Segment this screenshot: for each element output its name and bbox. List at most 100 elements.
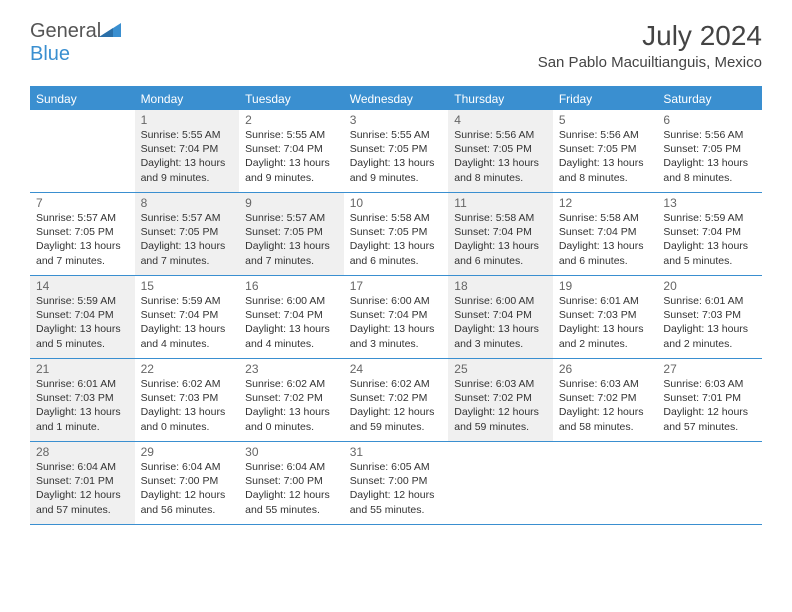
sunrise-text: Sunrise: 6:05 AM	[350, 460, 443, 474]
day-cell: 18Sunrise: 6:00 AMSunset: 7:04 PMDayligh…	[448, 276, 553, 358]
sunset-text: Sunset: 7:00 PM	[141, 474, 234, 488]
sunrise-text: Sunrise: 6:04 AM	[141, 460, 234, 474]
day-number: 8	[141, 196, 234, 210]
day-cell	[553, 442, 658, 524]
day-header: Friday	[553, 88, 658, 110]
sunrise-text: Sunrise: 6:01 AM	[559, 294, 652, 308]
day-cell	[448, 442, 553, 524]
day-number: 17	[350, 279, 443, 293]
day-number: 25	[454, 362, 547, 376]
daylight-text: Daylight: 12 hours and 59 minutes.	[454, 405, 547, 433]
day-info: Sunrise: 5:55 AMSunset: 7:04 PMDaylight:…	[245, 128, 338, 185]
day-info: Sunrise: 5:59 AMSunset: 7:04 PMDaylight:…	[141, 294, 234, 351]
day-number: 20	[663, 279, 756, 293]
sunset-text: Sunset: 7:03 PM	[663, 308, 756, 322]
day-cell: 5Sunrise: 5:56 AMSunset: 7:05 PMDaylight…	[553, 110, 658, 192]
daylight-text: Daylight: 13 hours and 0 minutes.	[141, 405, 234, 433]
sunset-text: Sunset: 7:05 PM	[559, 142, 652, 156]
day-number: 13	[663, 196, 756, 210]
day-cell: 17Sunrise: 6:00 AMSunset: 7:04 PMDayligh…	[344, 276, 449, 358]
day-info: Sunrise: 5:57 AMSunset: 7:05 PMDaylight:…	[141, 211, 234, 268]
day-number: 21	[36, 362, 129, 376]
sunset-text: Sunset: 7:03 PM	[141, 391, 234, 405]
sunset-text: Sunset: 7:04 PM	[245, 142, 338, 156]
logo-triangle-icon	[99, 23, 121, 37]
day-cell: 2Sunrise: 5:55 AMSunset: 7:04 PMDaylight…	[239, 110, 344, 192]
day-info: Sunrise: 5:59 AMSunset: 7:04 PMDaylight:…	[663, 211, 756, 268]
day-info: Sunrise: 5:56 AMSunset: 7:05 PMDaylight:…	[559, 128, 652, 185]
day-cell: 10Sunrise: 5:58 AMSunset: 7:05 PMDayligh…	[344, 193, 449, 275]
day-cell: 23Sunrise: 6:02 AMSunset: 7:02 PMDayligh…	[239, 359, 344, 441]
day-cell: 13Sunrise: 5:59 AMSunset: 7:04 PMDayligh…	[657, 193, 762, 275]
sunrise-text: Sunrise: 5:58 AM	[350, 211, 443, 225]
sunrise-text: Sunrise: 5:56 AM	[559, 128, 652, 142]
week-row: 28Sunrise: 6:04 AMSunset: 7:01 PMDayligh…	[30, 442, 762, 525]
day-info: Sunrise: 6:02 AMSunset: 7:03 PMDaylight:…	[141, 377, 234, 434]
sunrise-text: Sunrise: 6:00 AM	[245, 294, 338, 308]
daylight-text: Daylight: 13 hours and 5 minutes.	[36, 322, 129, 350]
sunset-text: Sunset: 7:04 PM	[454, 308, 547, 322]
day-cell: 6Sunrise: 5:56 AMSunset: 7:05 PMDaylight…	[657, 110, 762, 192]
logo: General Blue	[30, 20, 121, 66]
day-number: 11	[454, 196, 547, 210]
daylight-text: Daylight: 13 hours and 4 minutes.	[141, 322, 234, 350]
sunset-text: Sunset: 7:00 PM	[245, 474, 338, 488]
day-header: Wednesday	[344, 88, 449, 110]
sunrise-text: Sunrise: 5:57 AM	[36, 211, 129, 225]
day-number: 3	[350, 113, 443, 127]
day-number: 1	[141, 113, 234, 127]
daylight-text: Daylight: 13 hours and 6 minutes.	[350, 239, 443, 267]
sunrise-text: Sunrise: 6:01 AM	[663, 294, 756, 308]
day-info: Sunrise: 6:04 AMSunset: 7:00 PMDaylight:…	[245, 460, 338, 517]
daylight-text: Daylight: 13 hours and 3 minutes.	[350, 322, 443, 350]
day-number: 29	[141, 445, 234, 459]
day-cell	[657, 442, 762, 524]
day-cell: 20Sunrise: 6:01 AMSunset: 7:03 PMDayligh…	[657, 276, 762, 358]
day-info: Sunrise: 5:59 AMSunset: 7:04 PMDaylight:…	[36, 294, 129, 351]
day-cell: 15Sunrise: 5:59 AMSunset: 7:04 PMDayligh…	[135, 276, 240, 358]
day-info: Sunrise: 5:57 AMSunset: 7:05 PMDaylight:…	[245, 211, 338, 268]
day-header: Sunday	[30, 88, 135, 110]
daylight-text: Daylight: 13 hours and 5 minutes.	[663, 239, 756, 267]
sunset-text: Sunset: 7:05 PM	[141, 225, 234, 239]
day-info: Sunrise: 6:01 AMSunset: 7:03 PMDaylight:…	[36, 377, 129, 434]
sunset-text: Sunset: 7:05 PM	[663, 142, 756, 156]
sunset-text: Sunset: 7:00 PM	[350, 474, 443, 488]
day-info: Sunrise: 6:04 AMSunset: 7:01 PMDaylight:…	[36, 460, 129, 517]
daylight-text: Daylight: 13 hours and 9 minutes.	[141, 156, 234, 184]
day-cell: 14Sunrise: 5:59 AMSunset: 7:04 PMDayligh…	[30, 276, 135, 358]
day-info: Sunrise: 6:00 AMSunset: 7:04 PMDaylight:…	[350, 294, 443, 351]
day-info: Sunrise: 6:02 AMSunset: 7:02 PMDaylight:…	[245, 377, 338, 434]
sunrise-text: Sunrise: 6:03 AM	[454, 377, 547, 391]
sunset-text: Sunset: 7:05 PM	[245, 225, 338, 239]
sunrise-text: Sunrise: 6:03 AM	[663, 377, 756, 391]
day-cell: 16Sunrise: 6:00 AMSunset: 7:04 PMDayligh…	[239, 276, 344, 358]
day-info: Sunrise: 6:03 AMSunset: 7:01 PMDaylight:…	[663, 377, 756, 434]
day-cell: 4Sunrise: 5:56 AMSunset: 7:05 PMDaylight…	[448, 110, 553, 192]
day-cell: 31Sunrise: 6:05 AMSunset: 7:00 PMDayligh…	[344, 442, 449, 524]
day-number: 23	[245, 362, 338, 376]
daylight-text: Daylight: 13 hours and 9 minutes.	[245, 156, 338, 184]
day-cell: 11Sunrise: 5:58 AMSunset: 7:04 PMDayligh…	[448, 193, 553, 275]
day-info: Sunrise: 6:01 AMSunset: 7:03 PMDaylight:…	[663, 294, 756, 351]
day-info: Sunrise: 6:00 AMSunset: 7:04 PMDaylight:…	[454, 294, 547, 351]
daylight-text: Daylight: 12 hours and 55 minutes.	[245, 488, 338, 516]
sunrise-text: Sunrise: 5:56 AM	[663, 128, 756, 142]
day-number: 6	[663, 113, 756, 127]
sunset-text: Sunset: 7:03 PM	[36, 391, 129, 405]
day-number: 7	[36, 196, 129, 210]
daylight-text: Daylight: 13 hours and 1 minute.	[36, 405, 129, 433]
day-info: Sunrise: 6:03 AMSunset: 7:02 PMDaylight:…	[559, 377, 652, 434]
week-row: 14Sunrise: 5:59 AMSunset: 7:04 PMDayligh…	[30, 276, 762, 359]
sunrise-text: Sunrise: 6:02 AM	[141, 377, 234, 391]
day-cell: 3Sunrise: 5:55 AMSunset: 7:05 PMDaylight…	[344, 110, 449, 192]
week-row: 1 Sunrise: 5:55 AMSunset: 7:04 PMDaylight…	[30, 110, 762, 193]
day-cell: 7Sunrise: 5:57 AMSunset: 7:05 PMDaylight…	[30, 193, 135, 275]
daylight-text: Daylight: 13 hours and 6 minutes.	[559, 239, 652, 267]
daylight-text: Daylight: 13 hours and 8 minutes.	[559, 156, 652, 184]
sunrise-text: Sunrise: 5:58 AM	[454, 211, 547, 225]
day-header: Monday	[135, 88, 240, 110]
day-header: Tuesday	[239, 88, 344, 110]
day-info: Sunrise: 6:02 AMSunset: 7:02 PMDaylight:…	[350, 377, 443, 434]
week-row: 7Sunrise: 5:57 AMSunset: 7:05 PMDaylight…	[30, 193, 762, 276]
